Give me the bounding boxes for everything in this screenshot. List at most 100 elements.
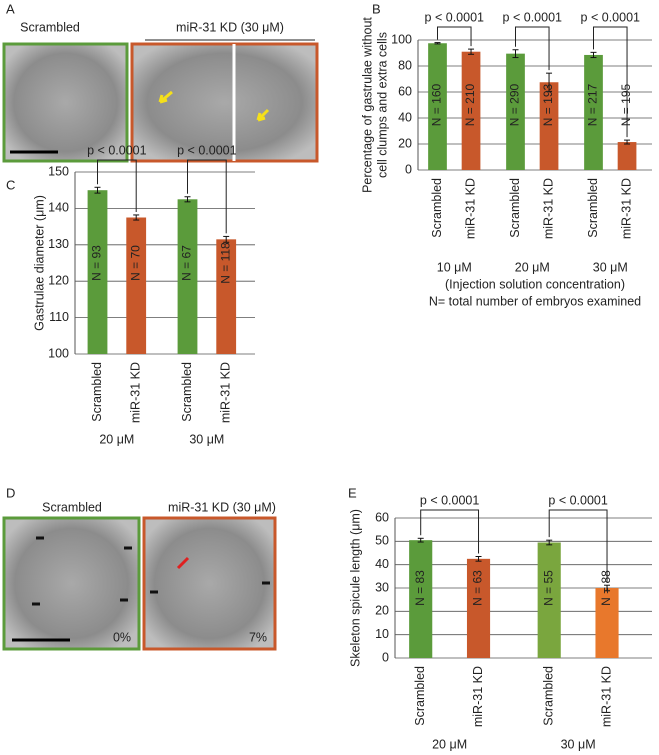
x-tick-label: Scrambled	[541, 666, 555, 726]
n-label: N = 93	[90, 245, 104, 281]
y-tick-label: 30	[375, 580, 389, 594]
image-label: miR-31 KD (30 μM)	[176, 20, 284, 34]
percent-label: 7%	[249, 630, 267, 644]
significance-bracket	[593, 26, 628, 138]
micrograph	[2, 516, 141, 651]
n-label: N = 55	[541, 570, 555, 606]
micrograph	[2, 42, 129, 163]
group-label: 30 μM	[189, 432, 224, 446]
n-label: N = 70	[128, 245, 142, 281]
significance-bracket	[548, 509, 608, 583]
y-tick-label: 80	[398, 58, 412, 72]
y-tick-label: 20	[375, 604, 389, 618]
y-tick-label: 60	[375, 510, 389, 524]
n-label: N = 83	[413, 570, 427, 606]
x-tick-label: miR-31 KD	[619, 178, 633, 239]
bar	[409, 540, 433, 658]
y-tick-label: 100	[391, 32, 412, 46]
bar	[537, 542, 561, 658]
bar	[216, 239, 237, 354]
image-label: miR-31 KD (30 μM)	[168, 500, 276, 514]
x-tick-label: miR-31 KD	[128, 362, 142, 423]
n-label: N = 195	[619, 83, 633, 126]
y-tick-label: 20	[398, 136, 412, 150]
y-tick-label: 60	[398, 84, 412, 98]
panel-letter: B	[372, 1, 381, 16]
p-value: p < 0.0001	[420, 493, 479, 507]
panel-letter: C	[6, 177, 15, 192]
x-tick-label: Scrambled	[508, 178, 522, 238]
axis-note: N= total number of embryos examined	[429, 294, 641, 308]
significance-bracket	[437, 26, 472, 47]
significance-bracket	[97, 159, 137, 212]
p-value: p < 0.0001	[425, 10, 484, 24]
n-label: N = 193	[541, 83, 555, 126]
y-tick-label: 110	[49, 310, 69, 324]
bar	[466, 558, 491, 658]
x-tick-label: Scrambled	[586, 178, 600, 238]
n-label: N = 210	[463, 83, 477, 126]
y-tick-label: 130	[48, 237, 69, 251]
bar	[177, 199, 198, 354]
bar	[428, 43, 447, 170]
image-label: Scrambled	[20, 20, 80, 34]
y-axis-label: Percentage of gastrulae without	[360, 17, 374, 193]
y-axis-label: Gastrulae diameter (μm)	[32, 195, 46, 331]
bar	[506, 53, 525, 170]
group-label: 20 μM	[432, 737, 467, 751]
group-label: 30 μM	[593, 260, 628, 274]
p-value: p < 0.0001	[87, 143, 146, 157]
panel-letter: D	[6, 485, 15, 500]
group-label: 20 μM	[515, 260, 550, 274]
p-value: p < 0.0001	[548, 493, 607, 507]
arrow	[256, 108, 270, 122]
y-tick-label: 150	[48, 164, 69, 178]
y-axis-label: cell clumps and extra cells	[375, 32, 389, 178]
x-tick-label: Scrambled	[430, 178, 444, 238]
significance-bracket	[420, 509, 480, 554]
significance-bracket	[515, 26, 550, 71]
y-tick-label: 140	[48, 201, 69, 215]
significance-bracket	[187, 159, 227, 234]
p-value: p < 0.0001	[177, 143, 236, 157]
x-tick-label: Scrambled	[180, 362, 194, 422]
percent-label: 0%	[113, 630, 131, 644]
arrow	[176, 556, 190, 570]
x-tick-label: miR-31 KD	[463, 178, 477, 239]
y-tick-label: 120	[48, 273, 69, 287]
bar	[617, 142, 637, 170]
n-label: N = 63	[471, 570, 485, 606]
bar	[87, 190, 108, 354]
axis-note: (Injection solution concentration)	[445, 277, 625, 291]
y-tick-label: 40	[375, 557, 389, 571]
x-tick-label: miR-31 KD	[599, 666, 613, 727]
x-tick-label: miR-31 KD	[541, 178, 555, 239]
x-tick-label: miR-31 KD	[218, 362, 232, 423]
arrow	[158, 90, 173, 104]
group-label: 10 μM	[437, 260, 472, 274]
bar	[126, 217, 147, 354]
y-tick-label: 0	[382, 650, 389, 664]
micrograph	[142, 516, 277, 651]
y-tick-label: 50	[375, 534, 389, 548]
n-label: N = 88	[599, 570, 613, 606]
p-value: p < 0.0001	[503, 10, 562, 24]
group-label: 20 μM	[99, 432, 134, 446]
panel-letter: E	[348, 485, 357, 500]
n-label: N = 118	[218, 242, 232, 284]
x-tick-label: Scrambled	[90, 362, 104, 422]
y-tick-label: 0	[405, 162, 412, 176]
y-tick-label: 100	[48, 346, 69, 360]
arrow	[32, 536, 270, 606]
x-tick-label: Scrambled	[413, 666, 427, 726]
y-tick-label: 10	[375, 627, 389, 641]
n-label: N = 67	[180, 245, 194, 281]
bar	[461, 51, 481, 171]
bar	[584, 54, 603, 171]
n-label: N = 160	[430, 83, 444, 126]
bar	[595, 588, 619, 658]
y-axis-label: Skeleton spicule length (μm)	[348, 509, 362, 667]
panel-letter: A	[6, 1, 15, 16]
n-label: N = 217	[586, 83, 600, 126]
